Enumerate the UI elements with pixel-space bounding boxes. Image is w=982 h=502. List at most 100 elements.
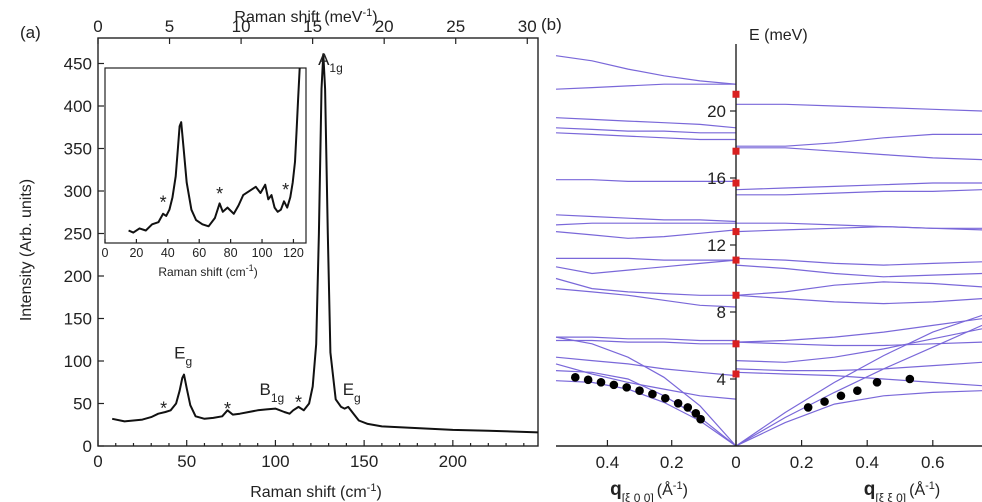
dispersion-branch-right <box>735 294 982 305</box>
main-y-tick-label: 0 <box>83 437 92 456</box>
dispersion-branch-left <box>555 259 737 275</box>
asterisk-marker: * <box>160 398 167 418</box>
dispersion-right-x-tick-label: 0.2 <box>790 453 814 472</box>
zone-center-mode-marker <box>732 90 740 98</box>
main-y-tick-label: 50 <box>73 395 92 414</box>
panel-b-label: (b) <box>541 15 562 34</box>
dispersion-branch-left <box>556 179 736 182</box>
main-x2-tick-label: 15 <box>303 17 322 36</box>
dispersion-left-x-tick-label: 0.2 <box>660 453 684 472</box>
dispersion-branch-right <box>735 371 982 387</box>
zone-center-mode-marker <box>732 256 740 264</box>
zone-center-mode-marker <box>732 291 740 299</box>
main-y-tick-label: 150 <box>64 310 92 329</box>
inset-x-tick-label: 80 <box>224 246 238 260</box>
dispersion-branch-right <box>735 341 982 347</box>
zone-center-mode-marker <box>732 228 740 236</box>
main-y-tick-label: 200 <box>64 267 92 286</box>
dispersion-branch-left <box>555 356 737 377</box>
peak-label: Eg <box>343 380 361 405</box>
measured-point-right <box>853 386 862 396</box>
peak-label: Eg <box>174 343 192 368</box>
main-x-tick-label: 50 <box>177 452 196 471</box>
main-x-axis-title: Raman shift (cm-1) <box>250 482 382 501</box>
dispersion-branch-left <box>555 83 736 90</box>
main-x2-tick-label: 0 <box>93 17 102 36</box>
measured-point-left <box>691 409 701 418</box>
measured-point-left <box>696 414 705 424</box>
dispersion-branch-left <box>555 229 737 239</box>
measured-point-left <box>583 375 593 385</box>
dispersion-y-tick-label: 12 <box>707 236 726 255</box>
main-x2-tick-label: 20 <box>375 17 394 36</box>
dispersion-y-tick-label: 16 <box>707 169 726 188</box>
dispersion-branch-right <box>735 281 982 296</box>
main-x-tick-label: 100 <box>261 452 289 471</box>
main-x2-tick-label: 30 <box>518 17 537 36</box>
dispersion-branch-left <box>556 336 736 342</box>
dispersion-y-axis-title: E (meV) <box>749 27 808 44</box>
main-x-tick-label: 0 <box>93 452 102 471</box>
dispersion-branch-left <box>556 257 736 261</box>
dispersion-left-x-tick-label: 0 <box>731 453 740 472</box>
inset-x-tick-label: 60 <box>192 246 206 260</box>
dispersion-branch-left <box>556 339 736 345</box>
dispersion-right-x-tick-label: 0.4 <box>855 453 879 472</box>
dispersion-right-x-tick-label: 0.6 <box>921 453 945 472</box>
dispersion-branch-left <box>555 214 737 223</box>
inset-spectrum-plot: 0 20 40 60 80 100 120 * * * <box>102 67 307 260</box>
dispersion-branch-right <box>735 225 982 233</box>
dispersion-branch-right <box>735 328 982 363</box>
dispersion-branch-left <box>555 132 736 141</box>
measured-point-left <box>609 380 619 390</box>
main-x-tick-label: 200 <box>439 452 467 471</box>
measured-point-left <box>660 393 670 403</box>
measured-point-right <box>905 374 915 384</box>
panel-a-label: (a) <box>20 23 41 42</box>
main-y-axis-title: Intensity (Arb. units) <box>18 179 35 321</box>
dispersion-branch-right <box>735 361 982 372</box>
dispersion-y-tick-label: 8 <box>717 303 726 322</box>
measured-point-left <box>622 383 632 392</box>
dispersion-branch-left <box>555 370 737 447</box>
dispersion-branch-right <box>736 133 982 147</box>
dispersion-branch-left <box>555 222 736 226</box>
inset-frame <box>104 67 307 244</box>
measured-point-left <box>596 378 606 387</box>
main-spectrum-line <box>111 53 539 434</box>
inset-x-tick-label: 20 <box>129 246 143 260</box>
dispersion-branch-right <box>735 390 982 447</box>
dispersion-branch-right <box>735 314 982 447</box>
measured-point-left <box>673 398 683 408</box>
dispersion-branch-left <box>555 55 737 85</box>
main-x-tick-label: 150 <box>350 452 378 471</box>
inset-x-tick-label: 120 <box>283 246 304 260</box>
main-x2-axis-title: Raman shift (meV-1) <box>234 7 377 26</box>
measured-point-right <box>803 403 813 412</box>
dispersion-branch-left <box>555 288 737 308</box>
inset-asterisk-marker: * <box>216 184 223 204</box>
measured-point-left <box>635 386 644 396</box>
dispersion-branch-left <box>555 117 737 129</box>
inset-x-tick-label: 40 <box>161 246 175 260</box>
inset-spectrum-line <box>128 67 301 234</box>
peak-label: B1g <box>260 380 285 405</box>
dispersion-branch-left <box>555 127 736 134</box>
inset-asterisk-marker: * <box>282 180 289 200</box>
main-y-tick-label: 300 <box>64 182 92 201</box>
dispersion-left-x-axis-title: q[ξ 0 0] (Å-1) <box>610 479 688 502</box>
zone-center-mode-marker <box>732 147 740 155</box>
measured-point-right <box>836 391 846 401</box>
dispersion-branch-right <box>736 189 982 196</box>
zone-center-mode-marker <box>732 179 740 187</box>
dispersion-branch-left <box>555 380 737 447</box>
measured-point-right <box>872 378 882 387</box>
inset-x-axis-title: Raman shift (cm-1) <box>158 263 257 279</box>
main-x2-tick-label: 5 <box>165 17 174 36</box>
measured-point-left <box>683 403 693 412</box>
zone-center-mode-marker <box>732 340 740 348</box>
dispersion-y-tick-label: 4 <box>717 370 726 389</box>
measured-point-left <box>648 389 657 399</box>
